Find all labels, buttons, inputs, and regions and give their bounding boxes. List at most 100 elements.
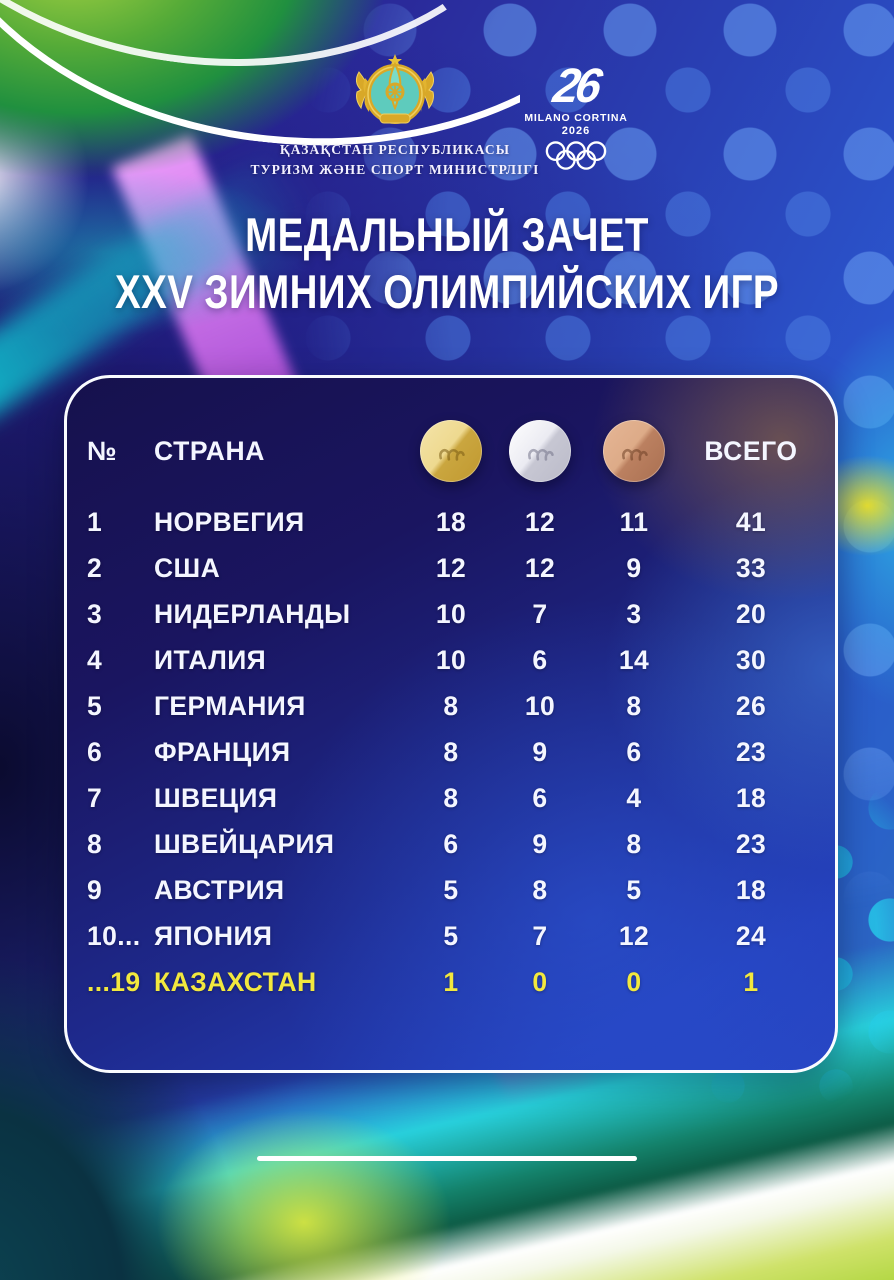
games-26-mark: 26: [549, 57, 603, 113]
bronze-count-cell: 5: [626, 874, 642, 905]
gold-medal-icon: [416, 416, 486, 486]
gold-count-cell: 8: [443, 782, 459, 813]
table-row: 9 АВСТРИЯ 5 8 5 18: [67, 867, 835, 913]
bronze-count-cell: 4: [626, 782, 642, 813]
total-count-cell: 33: [735, 552, 767, 583]
gold-count-cell: 18: [435, 506, 467, 537]
table-row: ...19 КАЗАХСТАН 1 0 0 1: [67, 959, 835, 1005]
total-count-cell: 24: [735, 920, 767, 951]
olympic-rings-icon: [545, 141, 607, 170]
ministry-name-line1: ҚАЗАҚСТАН РЕСПУБЛИКАСЫ: [279, 142, 511, 157]
page-title: МЕДАЛЬНЫЙ ЗАЧЕТ XXV ЗИМНИХ ОЛИМПИЙСКИХ И…: [80, 206, 813, 321]
country-cell: ФРАНЦИЯ: [154, 736, 291, 767]
ministry-header: ҚАЗАҚСТАН РЕСПУБЛИКАСЫ ТУРИЗМ ЖӘНЕ СПОРТ…: [235, 52, 555, 179]
total-count-cell: 23: [735, 736, 767, 767]
country-cell: ШВЕЦИЯ: [154, 782, 278, 813]
total-count-cell: 18: [735, 782, 767, 813]
bronze-count-cell: 9: [626, 552, 642, 583]
games-name: MILANO CORTINA: [524, 112, 628, 124]
table-row: 1 НОРВЕГИЯ 18 12 11 41: [67, 499, 835, 545]
ministry-name-line2: ТУРИЗМ ЖӘНЕ СПОРТ МИНИСТРЛІГІ: [250, 161, 540, 177]
silver-count-cell: 9: [532, 828, 548, 859]
silver-medal-icon: [505, 416, 575, 486]
silver-count-cell: 12: [524, 506, 556, 537]
silver-count-cell: 7: [532, 598, 548, 629]
silver-count-cell: 10: [524, 690, 556, 721]
rank-column-header: №: [87, 435, 118, 466]
country-cell: АВСТРИЯ: [154, 874, 285, 905]
medal-table-panel: № СТРАНА ВСЕГО 1 НОРВЕГИЯ 18 1: [64, 375, 838, 1073]
bronze-count-cell: 12: [618, 920, 650, 951]
gold-count-cell: 10: [435, 598, 467, 629]
country-cell: КАЗАХСТАН: [154, 966, 317, 997]
table-row: 2 США 12 12 9 33: [67, 545, 835, 591]
rank-cell: 8: [87, 828, 103, 859]
gold-count-cell: 5: [443, 874, 459, 905]
rank-cell: 6: [87, 736, 103, 767]
rank-cell: 10...: [87, 920, 141, 951]
games-year: 2026: [561, 125, 591, 137]
country-cell: ШВЕЙЦАРИЯ: [154, 828, 335, 859]
rank-cell: 4: [87, 644, 103, 675]
rank-cell: 5: [87, 690, 103, 721]
total-column-header: ВСЕГО: [704, 435, 798, 466]
silver-count-cell: 9: [532, 736, 548, 767]
table-row: 10... ЯПОНИЯ 5 7 12 24: [67, 913, 835, 959]
country-cell: США: [154, 552, 221, 583]
gold-count-cell: 12: [435, 552, 467, 583]
silver-count-cell: 6: [532, 644, 548, 675]
total-count-cell: 41: [735, 506, 767, 537]
table-row: 5 ГЕРМАНИЯ 8 10 8 26: [67, 683, 835, 729]
table-row: 3 НИДЕРЛАНДЫ 10 7 3 20: [67, 591, 835, 637]
title-line1: МЕДАЛЬНЫЙ ЗАЧЕТ: [245, 208, 649, 261]
gold-column-header: [404, 416, 498, 486]
total-count-cell: 30: [735, 644, 767, 675]
total-count-cell: 1: [743, 966, 759, 997]
gold-count-cell: 1: [443, 966, 459, 997]
silver-count-cell: 12: [524, 552, 556, 583]
bronze-column-header: [582, 416, 686, 486]
gold-count-cell: 8: [443, 736, 459, 767]
bronze-count-cell: 6: [626, 736, 642, 767]
rank-cell: 1: [87, 506, 103, 537]
table-header-row: № СТРАНА ВСЕГО: [67, 411, 835, 491]
table-row: 6 ФРАНЦИЯ 8 9 6 23: [67, 729, 835, 775]
table-row: 4 ИТАЛИЯ 10 6 14 30: [67, 637, 835, 683]
gold-count-cell: 6: [443, 828, 459, 859]
kazakhstan-coat-of-arms-icon: [355, 54, 435, 124]
silver-count-cell: 0: [532, 966, 548, 997]
rank-cell: 3: [87, 598, 103, 629]
bronze-count-cell: 8: [626, 828, 642, 859]
gold-count-cell: 5: [443, 920, 459, 951]
gold-count-cell: 10: [435, 644, 467, 675]
bronze-count-cell: 8: [626, 690, 642, 721]
gold-count-cell: 8: [443, 690, 459, 721]
title-line2: XXV ЗИМНИХ ОЛИМПИЙСКИХ ИГР: [114, 265, 780, 319]
total-count-cell: 18: [735, 874, 767, 905]
country-cell: ГЕРМАНИЯ: [154, 690, 306, 721]
country-cell: ЯПОНИЯ: [154, 920, 273, 951]
bronze-count-cell: 3: [626, 598, 642, 629]
total-count-cell: 26: [735, 690, 767, 721]
silver-count-cell: 7: [532, 920, 548, 951]
country-cell: НОРВЕГИЯ: [154, 506, 305, 537]
country-cell: НИДЕРЛАНДЫ: [154, 598, 351, 629]
country-column-header: СТРАНА: [154, 435, 266, 466]
milano-cortina-logo: 26 MILANO CORTINA 2026: [512, 58, 640, 177]
rank-cell: ...19: [87, 966, 141, 997]
rank-cell: 2: [87, 552, 103, 583]
table-rows: 1 НОРВЕГИЯ 18 12 11 41 2 США 12 12 9 33 …: [67, 499, 835, 1005]
silver-count-cell: 6: [532, 782, 548, 813]
rank-cell: 7: [87, 782, 103, 813]
bronze-count-cell: 0: [626, 966, 642, 997]
bronze-count-cell: 11: [619, 506, 649, 537]
bronze-count-cell: 14: [618, 644, 650, 675]
bronze-medal-icon: [599, 416, 669, 486]
rank-cell: 9: [87, 874, 103, 905]
silver-count-cell: 8: [532, 874, 548, 905]
silver-column-header: [498, 416, 582, 486]
country-cell: ИТАЛИЯ: [154, 644, 267, 675]
footer-divider-line: [257, 1156, 637, 1161]
table-row: 8 ШВЕЙЦАРИЯ 6 9 8 23: [67, 821, 835, 867]
